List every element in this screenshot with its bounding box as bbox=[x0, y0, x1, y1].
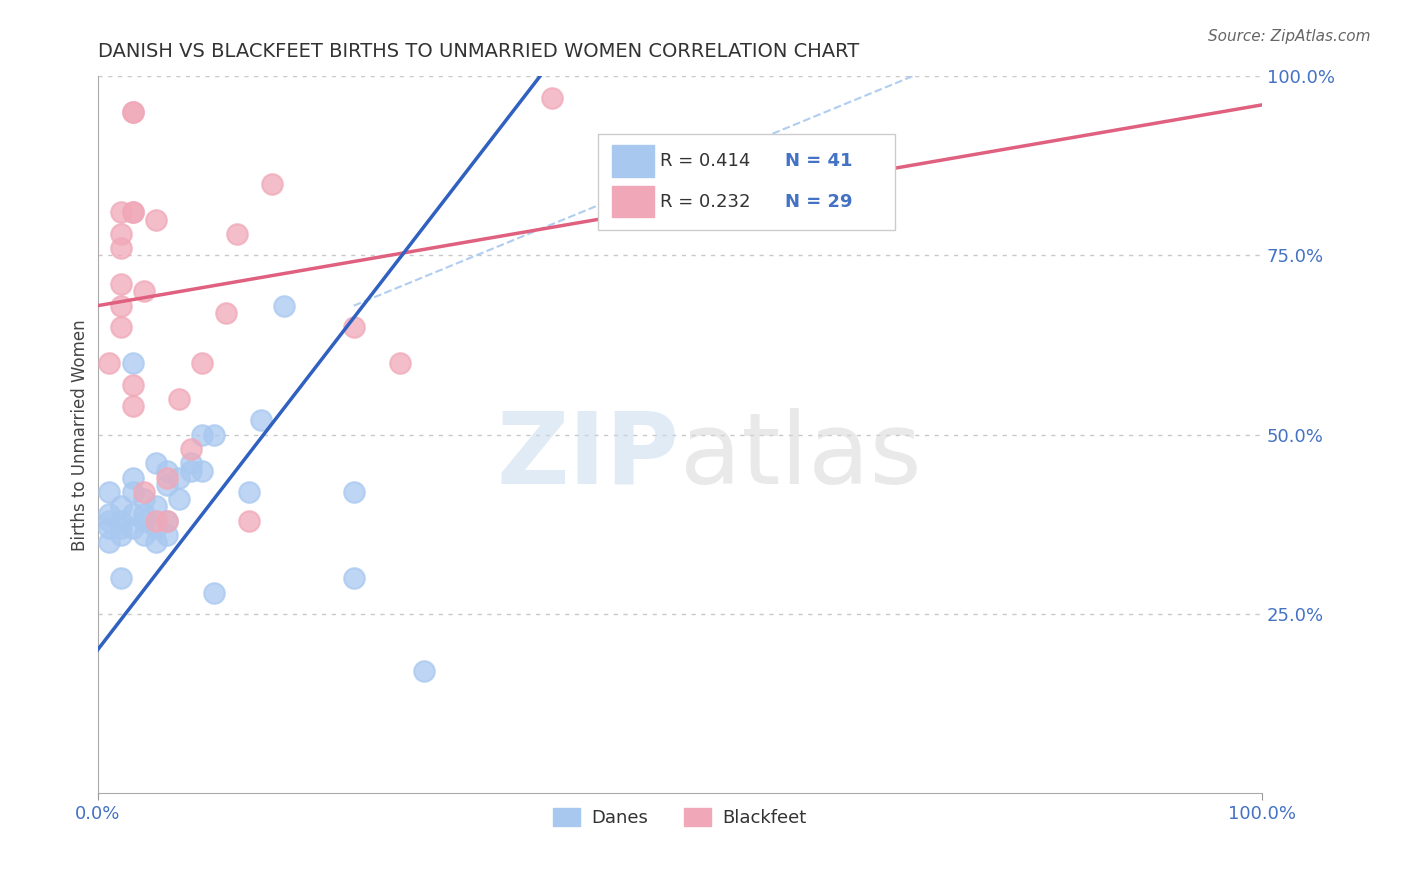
FancyBboxPatch shape bbox=[612, 186, 654, 218]
Y-axis label: Births to Unmarried Women: Births to Unmarried Women bbox=[72, 319, 89, 550]
Point bbox=[110, 514, 132, 528]
Point bbox=[110, 277, 132, 292]
Point bbox=[98, 485, 121, 500]
Point bbox=[238, 485, 260, 500]
Point bbox=[98, 356, 121, 370]
Point bbox=[214, 306, 236, 320]
Point bbox=[134, 507, 156, 521]
Point bbox=[134, 528, 156, 542]
Point bbox=[273, 299, 295, 313]
Point bbox=[145, 514, 167, 528]
Text: R = 0.232: R = 0.232 bbox=[659, 193, 751, 211]
Point bbox=[110, 227, 132, 241]
Point bbox=[249, 413, 271, 427]
Point bbox=[121, 205, 143, 219]
Point bbox=[167, 471, 190, 485]
Point bbox=[167, 392, 190, 406]
Point bbox=[343, 320, 366, 334]
Point bbox=[202, 427, 225, 442]
Point bbox=[121, 521, 143, 535]
Text: DANISH VS BLACKFEET BIRTHS TO UNMARRIED WOMEN CORRELATION CHART: DANISH VS BLACKFEET BIRTHS TO UNMARRIED … bbox=[97, 42, 859, 61]
Point bbox=[121, 105, 143, 120]
Point bbox=[343, 485, 366, 500]
Point bbox=[262, 177, 284, 191]
Point bbox=[191, 356, 214, 370]
Point bbox=[121, 105, 143, 120]
Text: R = 0.414: R = 0.414 bbox=[659, 152, 751, 169]
Text: ZIP: ZIP bbox=[496, 408, 679, 505]
Point bbox=[121, 205, 143, 219]
Point bbox=[121, 356, 143, 370]
Point bbox=[226, 227, 249, 241]
Point bbox=[98, 535, 121, 549]
Point bbox=[145, 500, 167, 514]
Point bbox=[202, 585, 225, 599]
Point bbox=[238, 514, 260, 528]
Point bbox=[121, 399, 143, 413]
Point bbox=[156, 514, 179, 528]
Point bbox=[98, 507, 121, 521]
Point bbox=[110, 500, 132, 514]
Point bbox=[110, 320, 132, 334]
FancyBboxPatch shape bbox=[598, 134, 896, 230]
Point bbox=[121, 507, 143, 521]
Point bbox=[134, 285, 156, 299]
Point bbox=[110, 299, 132, 313]
Point bbox=[156, 514, 179, 528]
Point bbox=[134, 485, 156, 500]
Point bbox=[412, 665, 434, 679]
Point bbox=[156, 471, 179, 485]
Point bbox=[121, 377, 143, 392]
Point bbox=[156, 528, 179, 542]
Point bbox=[540, 91, 562, 105]
Point bbox=[191, 464, 214, 478]
Point bbox=[156, 464, 179, 478]
Legend: Danes, Blackfeet: Danes, Blackfeet bbox=[546, 801, 814, 835]
Point bbox=[145, 521, 167, 535]
Point bbox=[110, 571, 132, 585]
Point bbox=[156, 478, 179, 492]
Point bbox=[145, 212, 167, 227]
Point bbox=[180, 457, 202, 471]
Point bbox=[134, 492, 156, 507]
Point bbox=[389, 356, 412, 370]
Point bbox=[121, 471, 143, 485]
Point bbox=[110, 205, 132, 219]
Point bbox=[121, 485, 143, 500]
Text: Source: ZipAtlas.com: Source: ZipAtlas.com bbox=[1208, 29, 1371, 44]
Point bbox=[343, 571, 366, 585]
Text: N = 29: N = 29 bbox=[785, 193, 852, 211]
Text: atlas: atlas bbox=[679, 408, 921, 505]
Point bbox=[98, 514, 121, 528]
Point bbox=[110, 528, 132, 542]
FancyBboxPatch shape bbox=[612, 145, 654, 177]
Point bbox=[145, 457, 167, 471]
Point bbox=[167, 492, 190, 507]
Text: N = 41: N = 41 bbox=[785, 152, 852, 169]
Point bbox=[145, 535, 167, 549]
Point bbox=[180, 464, 202, 478]
Point bbox=[110, 241, 132, 255]
Point bbox=[191, 427, 214, 442]
Point bbox=[98, 521, 121, 535]
Point bbox=[110, 521, 132, 535]
Point bbox=[180, 442, 202, 456]
Point bbox=[134, 514, 156, 528]
